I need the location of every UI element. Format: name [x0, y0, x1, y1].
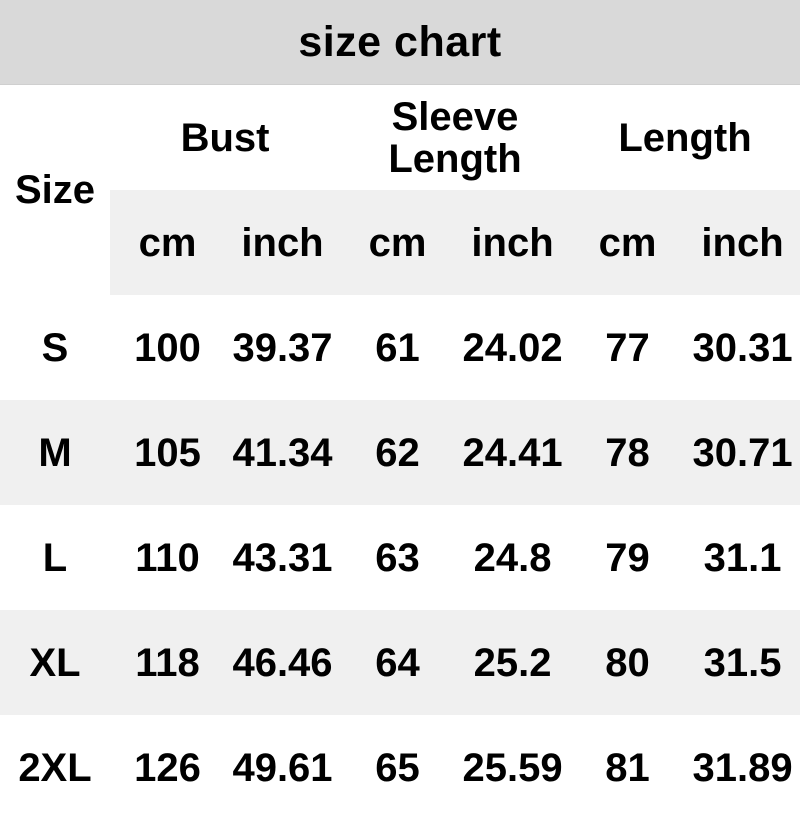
length-cm-value: 81 [605, 745, 650, 790]
page-title: size chart [298, 17, 502, 66]
length-cm-value: 80 [570, 610, 686, 715]
bust-inch-value: 49.61 [232, 745, 333, 790]
unit-sleeve-inch: inch [455, 190, 571, 295]
group-header-row: Size Bust Sleeve Length Length [0, 85, 800, 295]
size-chart-table: Size Bust Sleeve Length Length cm inch c… [0, 85, 800, 820]
length-inch-value: 30.71 [685, 400, 800, 505]
bust-inch-value: 46.46 [225, 610, 341, 715]
unit-length-inch: inch [685, 190, 800, 295]
sleeve-inch-value: 24.8 [473, 535, 552, 580]
group-header-sleeve-length: Sleeve Length [388, 94, 522, 181]
sleeve-cm-value: 61 [375, 325, 420, 370]
size-label: S [41, 325, 69, 370]
length-inch-value: 30.31 [692, 325, 793, 370]
size-label: 2XL [18, 745, 92, 790]
sleeve-cm-value: 62 [340, 400, 456, 505]
bust-cm-value: 100 [134, 325, 201, 370]
size-label: M [0, 400, 110, 505]
length-inch-value: 31.89 [692, 745, 793, 790]
size-column-header: Size [0, 85, 110, 295]
length-cm-value: 78 [570, 400, 686, 505]
table-row-2xl: 2XL 126 49.61 65 25.59 81 31.89 [0, 715, 800, 820]
unit-bust-cm: cm [110, 190, 225, 295]
sleeve-cm-value: 64 [340, 610, 456, 715]
size-label: XL [0, 610, 110, 715]
size-label: L [42, 535, 68, 580]
sleeve-inch-value: 25.59 [462, 745, 563, 790]
table-row-s: S 100 39.37 61 24.02 77 30.31 [0, 295, 800, 400]
length-inch-value: 31.5 [685, 610, 800, 715]
bust-cm-value: 118 [110, 610, 225, 715]
length-cm-value: 79 [605, 535, 650, 580]
size-chart-title-bar: size chart [0, 0, 800, 85]
bust-inch-value: 43.31 [232, 535, 333, 580]
sleeve-cm-value: 63 [375, 535, 420, 580]
bust-cm-value: 110 [135, 535, 200, 580]
table-row-l: L 110 43.31 63 24.8 79 31.1 [0, 505, 800, 610]
group-header-bust: Bust [180, 115, 270, 160]
sleeve-inch-value: 25.2 [455, 610, 571, 715]
sleeve-cm-value: 65 [375, 745, 420, 790]
unit-length-cm: cm [570, 190, 686, 295]
unit-sleeve-cm: cm [340, 190, 456, 295]
sleeve-inch-value: 24.02 [462, 325, 563, 370]
length-cm-value: 77 [605, 325, 650, 370]
unit-bust-inch: inch [225, 190, 341, 295]
bust-cm-value: 105 [110, 400, 225, 505]
length-inch-value: 31.1 [703, 535, 782, 580]
sleeve-inch-value: 24.41 [455, 400, 571, 505]
bust-inch-value: 39.37 [232, 325, 333, 370]
group-header-length: Length [618, 115, 752, 160]
bust-inch-value: 41.34 [225, 400, 341, 505]
table-row-m: M 105 41.34 62 24.41 78 30.71 [0, 400, 800, 505]
table-row-xl: XL 118 46.46 64 25.2 80 31.5 [0, 610, 800, 715]
unit-header-row: cm inch cm inch cm inch [0, 190, 800, 295]
bust-cm-value: 126 [134, 745, 201, 790]
